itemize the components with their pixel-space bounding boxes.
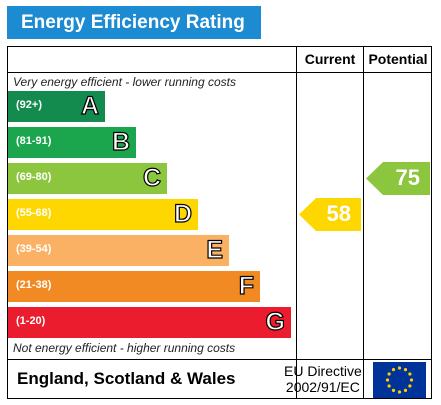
eu-flag-icon: [373, 362, 426, 398]
band-range-label: (92+): [16, 99, 42, 111]
potential-column-divider: [363, 46, 364, 399]
band-range-label: (55-68): [16, 207, 52, 219]
band-letter: C: [142, 163, 161, 192]
band-letter: A: [80, 91, 99, 120]
band-range-label: (1-20): [16, 315, 46, 327]
bottom-note: Not energy efficient - higher running co…: [13, 341, 236, 355]
band-letter: B: [111, 127, 130, 156]
band-range-label: (39-54): [16, 243, 52, 255]
band-letter: F: [238, 271, 255, 300]
band-letter: G: [265, 307, 286, 336]
eu-star-icon: [408, 372, 412, 376]
band-letter: E: [206, 235, 224, 264]
potential-rating-arrow-value: 75: [395, 165, 420, 190]
footer-divider: [7, 359, 432, 360]
band-g: (1-20) G: [8, 307, 291, 338]
eu-directive-label: EU Directive: [284, 363, 362, 379]
band-a: (92+) A: [8, 91, 105, 122]
eu-star-icon: [409, 378, 414, 382]
top-note: Very energy efficient - lower running co…: [13, 75, 236, 89]
band-range-label: (81-91): [16, 135, 52, 147]
header-divider: [7, 72, 432, 73]
title-bar: Energy Efficiency Rating: [7, 6, 261, 39]
eu-star-icon: [385, 378, 390, 382]
eu-star-icon: [387, 372, 391, 376]
eu-star-icon: [391, 388, 396, 392]
eu-star-icon: [387, 384, 391, 388]
eu-directive-number: 2002/91/EC: [285, 379, 360, 395]
eu-star-icon: [397, 390, 402, 394]
band-f: (21-38) F: [8, 271, 260, 302]
band-c: (69-80) C: [8, 163, 167, 194]
eu-star-icon: [403, 368, 408, 372]
eu-star-icon: [408, 384, 412, 388]
eu-directive: EU Directive 2002/91/EC: [284, 363, 362, 395]
band-range-label: (69-80): [16, 171, 52, 183]
band-e: (39-54) E: [8, 235, 229, 266]
eu-star-icon: [403, 388, 408, 392]
chart-frame: [7, 46, 432, 399]
footer-region: England, Scotland & Wales: [17, 369, 236, 388]
eu-star-icon: [397, 366, 402, 370]
band-letter: D: [173, 199, 192, 228]
eu-star-icon: [391, 368, 396, 372]
band-b: (81-91) B: [8, 127, 136, 158]
potential-column-header: Potential: [368, 51, 428, 67]
current-column-header: Current: [304, 51, 356, 67]
current-rating-arrow-value: 58: [326, 201, 351, 226]
band-d: (55-68) D: [8, 199, 198, 230]
chart-title: Energy Efficiency Rating: [21, 12, 245, 33]
band-range-label: (21-38): [16, 279, 52, 291]
current-column-divider: [296, 46, 297, 399]
